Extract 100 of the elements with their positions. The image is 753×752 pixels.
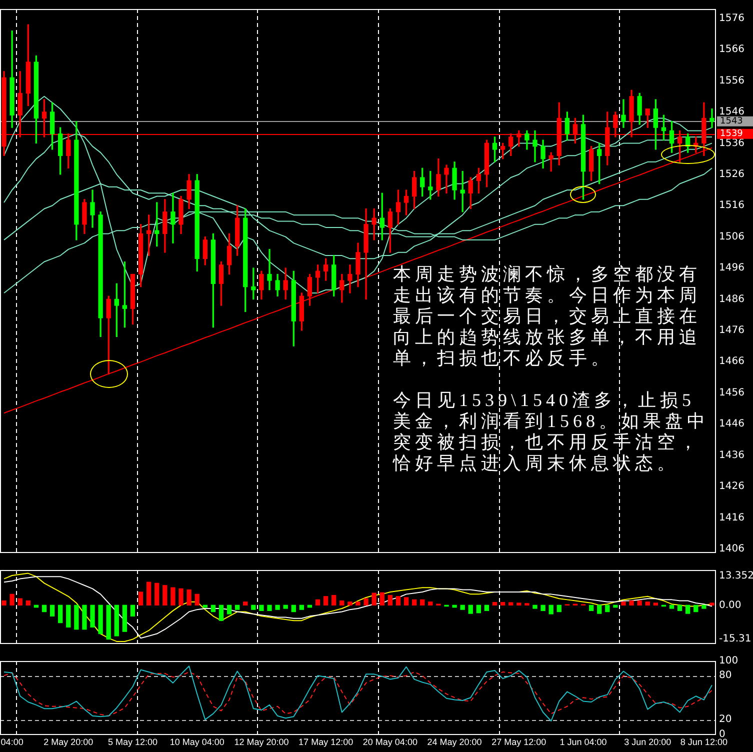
bar [170, 587, 176, 606]
bar [588, 604, 594, 612]
bar [162, 585, 168, 606]
bar [234, 604, 240, 610]
y-tick-label: 1516 [719, 200, 744, 212]
bar [364, 598, 368, 606]
bar [2, 600, 6, 606]
y-tick-label: 1446 [719, 418, 744, 430]
bar [323, 596, 328, 606]
bar [710, 602, 714, 606]
bar [702, 604, 706, 609]
x-tick-label: 3 Jun 20:00 [624, 737, 672, 748]
bar [154, 582, 160, 606]
bar [396, 596, 401, 606]
bar [315, 599, 320, 606]
ref-line-label: 1543 [720, 116, 743, 127]
y-tick-label: 1486 [719, 294, 744, 305]
bar [218, 604, 224, 621]
y-tick-label: 100 [719, 656, 738, 667]
x-tick-label: 17 May 12:00 [298, 737, 354, 748]
bar [10, 594, 14, 606]
bar [130, 604, 136, 617]
bar [259, 604, 264, 612]
x-tick-label: 2 May 20:00 [44, 737, 94, 748]
bar [452, 604, 457, 608]
bar [686, 604, 690, 614]
bar [508, 602, 514, 606]
bar [82, 604, 87, 630]
y-tick-label: 1416 [719, 512, 744, 524]
bar [267, 604, 272, 612]
line-series [4, 671, 712, 716]
bar [548, 604, 554, 614]
bar [348, 602, 352, 606]
bar [186, 589, 192, 606]
bar [98, 604, 103, 634]
bar [372, 592, 376, 606]
x-tick-label: 24 May 20:00 [427, 737, 482, 748]
bar [122, 604, 128, 632]
bar [66, 604, 71, 628]
y-tick-label: 1566 [719, 44, 744, 56]
y-tick-label: 1456 [719, 387, 744, 398]
bar [138, 592, 144, 606]
bar [653, 602, 658, 606]
x-tick-label: 20 May 04:00 [362, 737, 418, 748]
bar [613, 604, 618, 608]
annotation: 本周走势波澜不惊，多空都没有走出该有的节奏。今日作为本周最后一个交易日，交易上直接在向上的趋势线放张多单，不用追单，扫损也不必反手。 [393, 264, 702, 369]
bar [178, 588, 184, 606]
y-tick-label: 1436 [719, 450, 744, 461]
bar [524, 603, 530, 606]
bar [428, 602, 433, 606]
bar [194, 594, 200, 606]
bar [90, 604, 95, 628]
bar [532, 604, 538, 609]
bar [621, 602, 626, 606]
y-tick-label: 1536 [719, 138, 744, 149]
y-tick-label: 80 [719, 670, 732, 682]
bar [243, 602, 248, 606]
bar [597, 604, 602, 614]
bar [42, 604, 47, 612]
ref-line-label: 1539 [720, 129, 744, 140]
y-tick-label: 1556 [719, 75, 744, 86]
bar [58, 604, 63, 624]
y-tick-label: 1506 [719, 231, 744, 242]
bar [484, 604, 490, 612]
x-tick-label: 8 Jun 12:00 [680, 737, 728, 748]
y-tick-label: 1546 [719, 106, 744, 118]
bar [556, 604, 562, 612]
bar [146, 582, 152, 606]
y-tick-label: 1466 [719, 356, 744, 368]
y-tick-label: 1426 [719, 481, 744, 492]
bar [412, 599, 417, 606]
bar [26, 600, 30, 606]
bar [226, 604, 232, 614]
y-tick-label: 1496 [719, 262, 744, 274]
bar [114, 604, 119, 636]
annotation: 今日见1539\1540渣多，止损5美金，利润看到1568。如果盘中突变被扫损，也不用反手沽空，恰好早点进入周末休息状态。 [393, 390, 710, 474]
x-tick-label: 27 May 12:00 [492, 737, 546, 748]
bar [74, 604, 79, 630]
bar [637, 600, 642, 606]
y-tick-label: 0 [719, 728, 726, 740]
bar [677, 604, 682, 612]
bar [380, 592, 384, 606]
bar [18, 598, 22, 606]
y-tick-label: 1406 [719, 543, 744, 554]
bar [492, 602, 498, 606]
bar [50, 604, 55, 617]
x-tick-label: 04:00 [0, 737, 24, 748]
y-tick-label: 1526 [719, 168, 744, 180]
bar [275, 604, 280, 610]
bar [388, 594, 393, 606]
y-tick-label: 1476 [719, 325, 744, 336]
bar [210, 604, 216, 612]
bar [694, 604, 698, 612]
bar [629, 600, 634, 606]
bar [460, 604, 465, 610]
bar [476, 604, 482, 614]
bar [291, 604, 296, 612]
x-tick-label: 1 Jun 04:00 [560, 737, 607, 748]
bar [106, 604, 111, 640]
y-tick-label: 13.352 [719, 570, 753, 582]
